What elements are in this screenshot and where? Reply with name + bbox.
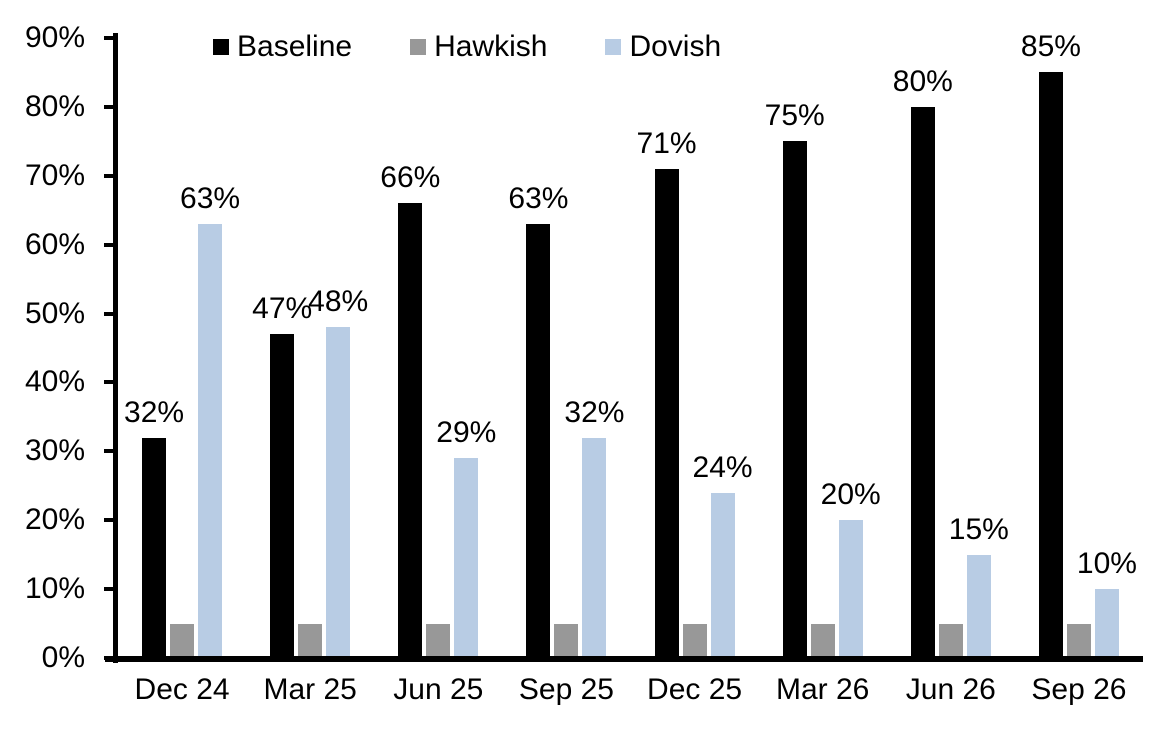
data-label: 63% <box>180 182 241 215</box>
bar-hawkish <box>1066 623 1091 658</box>
bar-baseline: 66% <box>380 162 440 658</box>
bar-group: 32% 63% <box>118 38 246 658</box>
bar-dovish: 24% <box>693 451 753 658</box>
bar-baseline: 32% <box>124 396 184 658</box>
y-axis-tick-label: 30% <box>24 434 85 468</box>
bar-hawkish <box>810 623 835 658</box>
legend-swatch-icon <box>605 39 622 55</box>
bar-group: 85% 10% <box>1015 31 1143 658</box>
bar-hawkish <box>938 623 963 658</box>
x-axis-label: Sep 25 <box>518 673 614 706</box>
y-axis-tick-label: 80% <box>24 89 85 123</box>
x-axis-label: Dec 25 <box>647 673 743 706</box>
data-label: 63% <box>508 182 569 215</box>
legend-swatch-icon <box>213 39 229 55</box>
data-label: 32% <box>564 395 625 429</box>
legend-label: Dovish <box>629 30 722 63</box>
y-axis-tick <box>104 104 118 109</box>
bar-baseline: 47% <box>252 293 312 658</box>
x-axis-label: Dec 24 <box>134 673 230 706</box>
data-label: 75% <box>764 99 825 133</box>
y-axis-tick <box>104 242 118 247</box>
x-axis-label: Jun 26 <box>905 673 996 706</box>
x-axis-label: Sep 26 <box>1031 673 1127 706</box>
data-label: 47% <box>252 292 313 326</box>
y-axis-tick <box>104 380 118 385</box>
bar-hawkish <box>682 623 707 658</box>
legend-item-hawkish: Hawkish <box>410 30 547 64</box>
bar-group: 47% 48% <box>246 38 374 658</box>
data-label: 48% <box>308 285 369 319</box>
y-axis-tick-label: 20% <box>24 503 85 537</box>
legend-item-dovish: Dovish <box>605 30 721 64</box>
y-axis-tick-label: 60% <box>24 227 85 261</box>
bar-dovish: 32% <box>564 396 624 658</box>
data-label: 10% <box>1076 547 1137 581</box>
data-label: 20% <box>820 478 881 512</box>
legend-item-baseline: Baseline <box>213 30 352 64</box>
data-label: 24% <box>692 450 753 484</box>
x-axis-line <box>105 656 1143 662</box>
data-label: 80% <box>892 64 953 98</box>
bar-baseline: 71% <box>637 127 697 658</box>
plot-area: 32% 63% 47% 48% 66% 29% 63% 32% 71% 24% 75% 20% 80% 1… <box>118 31 1143 658</box>
y-axis-tick <box>104 311 118 316</box>
y-axis-tick-label: 50% <box>24 296 85 330</box>
x-axis-label: Jun 25 <box>393 673 484 706</box>
legend-swatch-icon <box>410 39 427 55</box>
data-label: 66% <box>380 161 441 195</box>
bar-group: 71% 24% <box>631 38 759 658</box>
data-label: 71% <box>636 126 697 160</box>
y-axis-tick-label: 40% <box>24 365 85 399</box>
bar-dovish: 63% <box>180 183 240 658</box>
y-axis-tick <box>104 449 118 454</box>
bar-dovish: 29% <box>436 417 496 658</box>
bar-hawkish <box>170 623 195 658</box>
x-axis-label: Mar 26 <box>776 673 870 706</box>
bar-baseline: 75% <box>765 100 825 658</box>
y-axis-tick-label: 0% <box>41 641 85 674</box>
bar-dovish: 10% <box>1077 548 1137 658</box>
data-label: 29% <box>436 416 497 450</box>
bar-group: 75% 20% <box>759 38 887 658</box>
data-label: 15% <box>948 512 1009 546</box>
y-axis-line <box>113 33 118 663</box>
y-axis-tick <box>104 36 118 40</box>
bar-group: 80% 15% <box>887 38 1015 658</box>
bar-hawkish <box>426 623 451 658</box>
y-axis-tick-label: 70% <box>24 158 85 192</box>
data-label: 32% <box>124 395 185 429</box>
bar-dovish: 20% <box>821 479 881 658</box>
bar-dovish: 48% <box>308 286 368 658</box>
bar-hawkish <box>298 623 323 658</box>
bar-group: 66% 29% <box>374 38 502 658</box>
bar-dovish: 15% <box>949 513 1009 658</box>
y-axis-tick-label: 90% <box>24 21 85 54</box>
bar-baseline: 63% <box>508 183 568 658</box>
bar-hawkish <box>554 623 579 658</box>
bar-group: 63% 32% <box>502 38 630 658</box>
legend-label: Hawkish <box>434 30 548 63</box>
bar-baseline: 80% <box>893 65 953 658</box>
legend-label: Baseline <box>237 30 353 63</box>
data-label: 85% <box>1020 30 1081 64</box>
legend: Baseline Hawkish Dovish <box>213 28 721 66</box>
x-axis-labels: Dec 24 Mar 25 Jun 25 Sep 25 Dec 25 Mar 26 Jun … <box>118 672 1143 708</box>
bar-baseline: 85% <box>1021 31 1081 658</box>
y-axis-tick-label: 10% <box>24 572 85 606</box>
y-axis-tick <box>104 518 118 523</box>
x-axis-label: Mar 25 <box>263 673 357 706</box>
y-axis-tick <box>104 587 118 592</box>
y-axis-tick <box>104 173 118 178</box>
